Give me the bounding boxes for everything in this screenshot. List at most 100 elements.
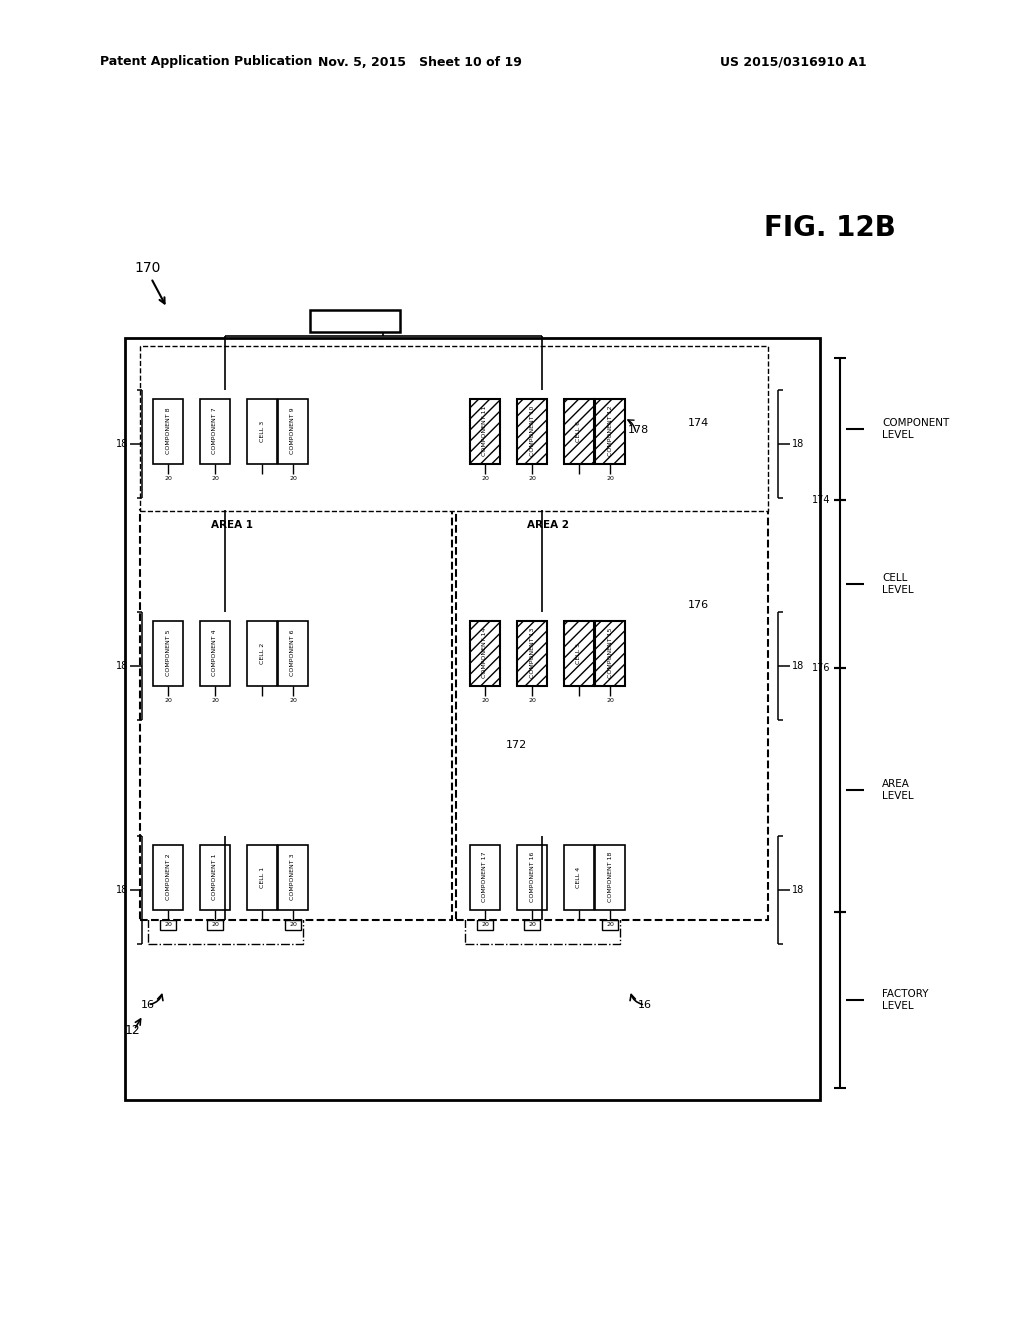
Bar (148, 836, 303, 944)
Text: COMPONENT 4: COMPONENT 4 (213, 630, 217, 676)
Bar (477, 920, 493, 931)
Bar (160, 474, 176, 484)
Bar (602, 920, 618, 931)
Text: 12: 12 (125, 1023, 141, 1036)
Text: 20: 20 (289, 477, 297, 482)
Bar (564, 399, 594, 465)
Bar (524, 920, 540, 931)
Text: CELL 6: CELL 6 (577, 421, 582, 442)
Text: 178: 178 (628, 425, 648, 436)
Text: 20: 20 (289, 923, 297, 928)
Text: AREA 1: AREA 1 (211, 520, 253, 531)
Bar (278, 845, 308, 909)
Bar (456, 510, 768, 920)
Text: 18: 18 (792, 440, 804, 449)
Bar (310, 310, 400, 333)
Text: 20: 20 (481, 698, 488, 704)
Text: CELL
LEVEL: CELL LEVEL (882, 573, 913, 595)
Bar (200, 620, 230, 686)
Text: COMPONENT 13: COMPONENT 13 (529, 628, 535, 678)
Bar (207, 474, 223, 484)
Text: CELL 1: CELL 1 (259, 866, 264, 887)
Text: CELL 4: CELL 4 (577, 866, 582, 887)
Bar (517, 399, 547, 465)
Text: US 2015/0316910 A1: US 2015/0316910 A1 (720, 55, 866, 69)
Text: 20: 20 (211, 698, 219, 704)
Text: 20: 20 (164, 477, 172, 482)
Bar (470, 620, 500, 686)
Text: 20: 20 (164, 698, 172, 704)
Text: COMPONENT 7: COMPONENT 7 (213, 408, 217, 454)
Bar (207, 696, 223, 706)
Text: Patent Application Publication: Patent Application Publication (100, 55, 312, 69)
Bar (160, 696, 176, 706)
Bar (595, 845, 625, 909)
Bar (602, 474, 618, 484)
Bar (595, 399, 625, 465)
Bar (140, 346, 768, 511)
Bar (564, 845, 594, 909)
Text: FACTORY
LEVEL: FACTORY LEVEL (882, 989, 929, 1011)
Bar (465, 389, 620, 498)
Text: COMPONENT 2: COMPONENT 2 (166, 854, 171, 900)
Text: 20: 20 (606, 477, 614, 482)
Bar (160, 920, 176, 931)
Text: AREA
LEVEL: AREA LEVEL (882, 779, 913, 801)
Text: 20: 20 (528, 477, 536, 482)
Text: 174: 174 (811, 495, 830, 506)
Text: COMPONENT 6: COMPONENT 6 (291, 630, 296, 676)
Text: 20: 20 (481, 923, 488, 928)
Bar (148, 389, 303, 498)
Text: 20: 20 (289, 698, 297, 704)
Bar (477, 474, 493, 484)
Text: AREA 2: AREA 2 (527, 520, 569, 531)
Text: COMPONENT 8: COMPONENT 8 (166, 408, 171, 454)
Text: COMPONENT 10: COMPONENT 10 (529, 405, 535, 457)
Text: COMPONENT 18: COMPONENT 18 (607, 851, 612, 902)
Bar (285, 474, 301, 484)
Text: 174: 174 (687, 418, 709, 428)
Bar (207, 920, 223, 931)
Text: 20: 20 (211, 923, 219, 928)
Bar (200, 845, 230, 909)
Text: 170: 170 (135, 261, 161, 275)
Bar (517, 620, 547, 686)
Text: COMPONENT 15: COMPONENT 15 (607, 628, 612, 678)
Text: 20: 20 (606, 698, 614, 704)
Text: 20: 20 (164, 923, 172, 928)
Text: 18: 18 (792, 661, 804, 671)
Bar (247, 620, 278, 686)
Bar (247, 399, 278, 465)
Bar (470, 845, 500, 909)
Text: COMPONENT 9: COMPONENT 9 (291, 408, 296, 454)
Bar (517, 845, 547, 909)
Bar (285, 920, 301, 931)
Bar (465, 612, 620, 719)
Text: 16: 16 (638, 1001, 652, 1010)
Text: 20: 20 (528, 698, 536, 704)
Bar (470, 399, 500, 465)
Bar (524, 696, 540, 706)
Text: COMPONENT 14: COMPONENT 14 (482, 628, 487, 678)
Bar (247, 845, 278, 909)
Text: 172: 172 (506, 741, 526, 750)
Bar (285, 696, 301, 706)
Text: 20: 20 (606, 923, 614, 928)
Text: 176: 176 (811, 663, 830, 673)
Text: 176: 176 (687, 601, 709, 610)
Bar (200, 399, 230, 465)
Text: COMPONENT 5: COMPONENT 5 (166, 630, 171, 676)
Bar (153, 845, 183, 909)
Text: 16: 16 (141, 1001, 155, 1010)
Text: COMPONENT 11: COMPONENT 11 (482, 405, 487, 457)
Bar (455, 362, 775, 832)
Bar (140, 510, 452, 920)
Text: Nov. 5, 2015   Sheet 10 of 19: Nov. 5, 2015 Sheet 10 of 19 (318, 55, 522, 69)
Text: 18: 18 (116, 661, 128, 671)
Text: 18: 18 (116, 440, 128, 449)
Text: CELL 3: CELL 3 (259, 420, 264, 442)
Text: 20: 20 (481, 477, 488, 482)
Text: FIG. 12B: FIG. 12B (764, 214, 896, 242)
Bar (278, 620, 308, 686)
Bar (564, 620, 594, 686)
